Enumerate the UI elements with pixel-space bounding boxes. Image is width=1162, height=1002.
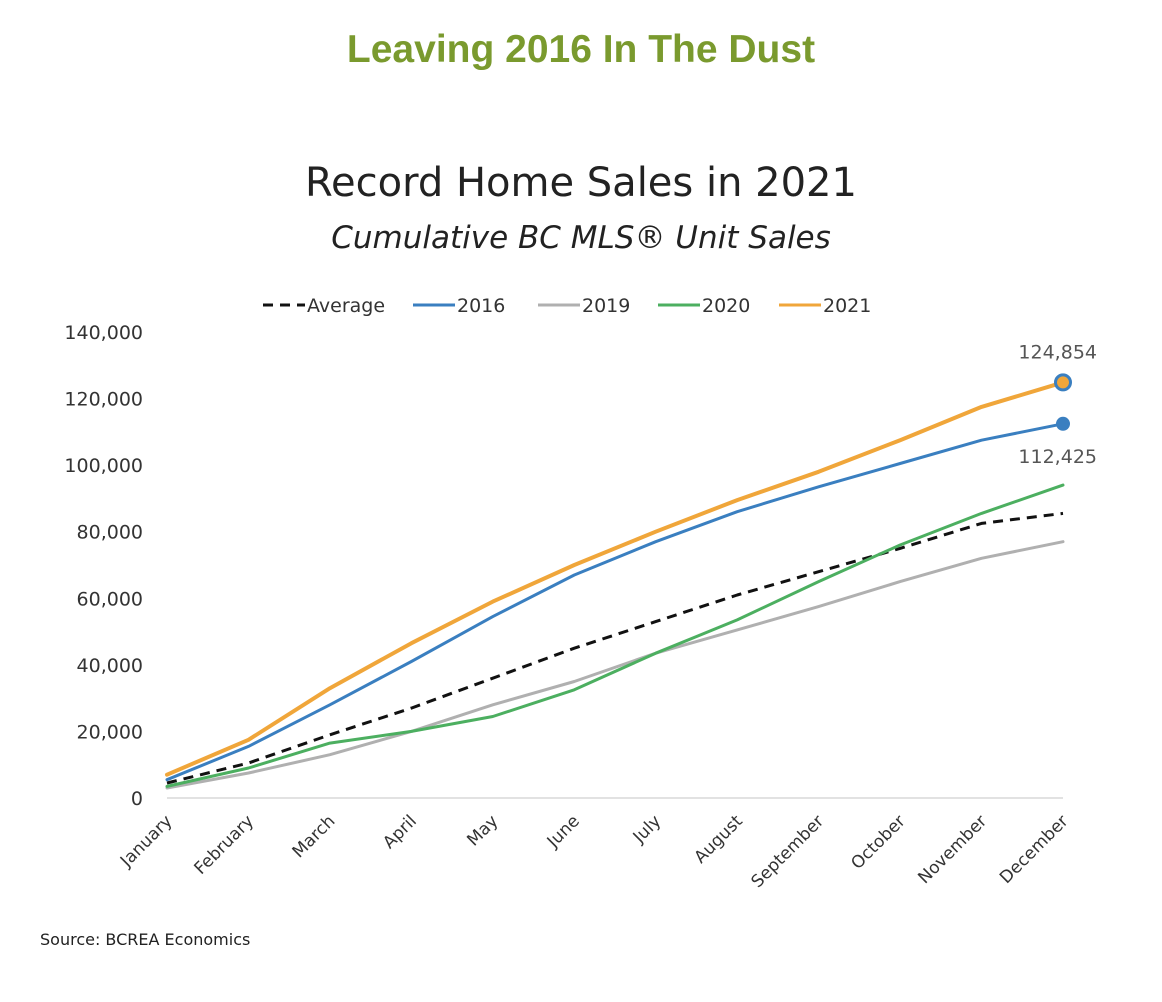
source-note: Source: BCREA Economics bbox=[40, 930, 251, 949]
legend-label-average: Average bbox=[307, 295, 385, 317]
x-tick-label: October bbox=[847, 811, 909, 873]
y-tick-label: 40,000 bbox=[77, 655, 143, 677]
legend-label-2020: 2020 bbox=[702, 295, 750, 317]
x-tick-label: February bbox=[191, 811, 258, 878]
x-tick-label: August bbox=[691, 811, 747, 867]
legend-label-2016: 2016 bbox=[457, 295, 505, 317]
x-tick-label: June bbox=[543, 811, 584, 852]
y-tick-label: 60,000 bbox=[77, 588, 143, 610]
x-tick-label: March bbox=[289, 811, 340, 862]
data-label-2016: 112,425 bbox=[1018, 446, 1097, 468]
y-tick-label: 20,000 bbox=[77, 721, 143, 743]
y-tick-label: 100,000 bbox=[64, 455, 143, 477]
y-tick-label: 140,000 bbox=[64, 322, 143, 344]
x-tick-label: July bbox=[629, 811, 665, 847]
x-tick-label: April bbox=[379, 811, 421, 853]
x-tick-label: January bbox=[116, 811, 176, 871]
legend-label-2019: 2019 bbox=[582, 295, 630, 317]
chart-subtitle: Cumulative BC MLS® Unit Sales bbox=[331, 220, 831, 256]
y-tick-label: 0 bbox=[131, 788, 143, 810]
x-tick-label: May bbox=[463, 811, 502, 850]
series-line-average bbox=[166, 511, 1064, 785]
series-line-2020 bbox=[165, 483, 1065, 788]
page-headline: Leaving 2016 In The Dust bbox=[346, 28, 816, 71]
end-marker-2021 bbox=[1054, 373, 1072, 392]
y-tick-label: 80,000 bbox=[77, 522, 143, 544]
x-tick-label: November bbox=[914, 811, 991, 888]
series-line-2021 bbox=[165, 380, 1065, 777]
end-marker-2016 bbox=[1056, 416, 1070, 431]
x-tick-label: December bbox=[996, 811, 1072, 887]
x-tick-label: September bbox=[748, 811, 829, 892]
series-line-2016 bbox=[165, 422, 1065, 782]
legend-label-2021: 2021 bbox=[823, 295, 871, 317]
data-label-2021: 124,854 bbox=[1018, 341, 1097, 363]
series-line-2019 bbox=[165, 540, 1065, 790]
chart-title: Record Home Sales in 2021 bbox=[305, 160, 857, 206]
y-tick-label: 120,000 bbox=[64, 389, 143, 411]
